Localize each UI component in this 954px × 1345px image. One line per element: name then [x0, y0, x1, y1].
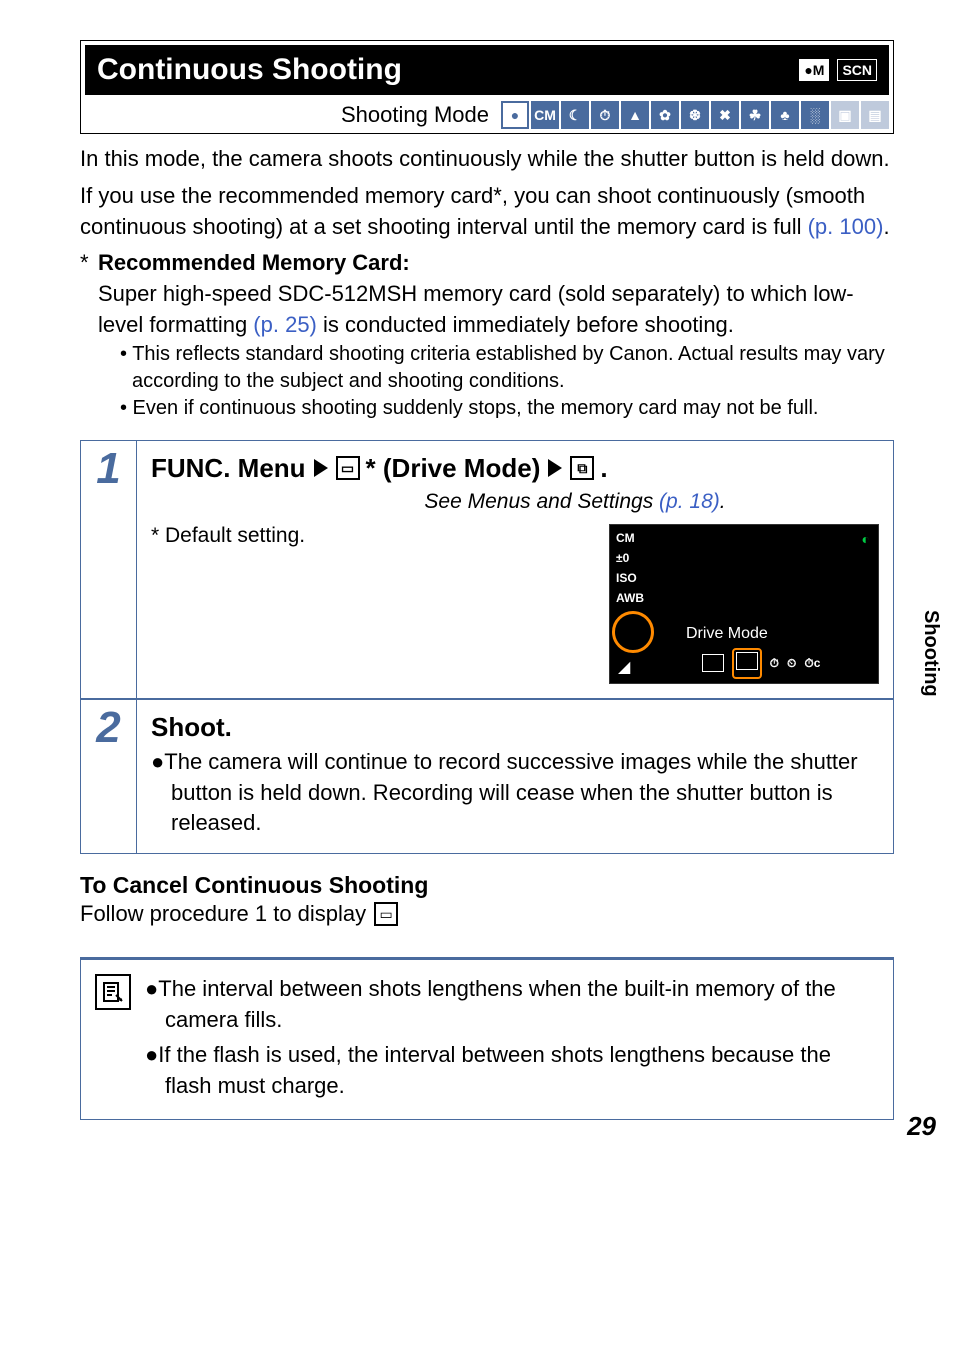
page-ref-100[interactable]: (p. 100)	[808, 214, 884, 239]
timer-2-icon: ⏲	[787, 656, 796, 671]
step-1-heading: FUNC. Menu ▭ * (Drive Mode) ⧉ .	[151, 453, 879, 484]
mode-icon: ⏱	[591, 101, 619, 129]
single-shot-icon: ▭	[374, 902, 398, 926]
cancel-body: Follow procedure 1 to display ▭	[80, 901, 894, 927]
mode-icon: ●	[501, 101, 529, 129]
timer-c-icon: ⏱c	[804, 656, 820, 671]
triangle-icon	[314, 459, 328, 477]
bottom-arrow-icon: ◢	[618, 657, 630, 677]
info-bullets: ●The interval between shots lengthens wh…	[145, 974, 879, 1105]
mode-icon: ░	[801, 101, 829, 129]
shooting-mode-row: Shooting Mode ● CM ☾ ⏱ ▲ ✿ ❆ ✖ ☘ ♣ ░ ▣ ▤	[85, 95, 889, 129]
note-icon	[95, 974, 131, 1010]
badge-om: ●M	[799, 59, 829, 81]
rec-sub-2: • Even if continuous shooting suddenly s…	[98, 395, 894, 422]
heading-part-b: * (Drive Mode)	[366, 453, 541, 484]
shooting-mode-icons: ● CM ☾ ⏱ ▲ ✿ ❆ ✖ ☘ ♣ ░ ▣ ▤	[501, 101, 889, 129]
mode-icon: ▤	[861, 101, 889, 129]
continuous-icon: ⧉	[570, 456, 594, 480]
step-2-body: Shoot. ●The camera will continue to reco…	[137, 700, 893, 853]
timer-icon: ⏱	[770, 656, 779, 671]
page-ref-25[interactable]: (p. 25)	[253, 312, 317, 337]
step-num-cell: 1	[81, 441, 137, 698]
intro-para-1: In this mode, the camera shoots continuo…	[80, 144, 894, 175]
cancel-text: Follow procedure 1 to display	[80, 901, 366, 927]
intro-text-b: .	[883, 214, 889, 239]
heading-part-a: FUNC. Menu	[151, 453, 306, 484]
mode-icon: ▣	[831, 101, 859, 129]
screen-ic: CM	[616, 531, 644, 545]
badge-scn: SCN	[837, 59, 877, 81]
intro-text-a: If you use the recommended memory card*,…	[80, 183, 865, 239]
screen-ic: ISO	[616, 571, 644, 585]
screen-bottom-row: ⏱ ⏲ ⏱c	[650, 648, 872, 679]
recommended-block: * Recommended Memory Card: Super high-sp…	[80, 248, 894, 421]
step-number: 1	[96, 447, 120, 491]
mode-icon: ♣	[771, 101, 799, 129]
step-2: 2 Shoot. ●The camera will continue to re…	[81, 698, 893, 853]
shooting-mode-label: Shooting Mode	[85, 102, 495, 128]
step-1-body: FUNC. Menu ▭ * (Drive Mode) ⧉ . See Menu…	[137, 441, 893, 698]
page-number: 29	[907, 1111, 936, 1142]
intro-para-2: If you use the recommended memory card*,…	[80, 181, 894, 243]
rec-body-b: is conducted immediately before shooting…	[317, 312, 734, 337]
drive-mode-label: Drive Mode	[686, 625, 768, 643]
camera-screen-preview: CM ±0 ISO AWB ◐ ◢ Drive Mode ⏱ ⏲ ⏱c	[609, 524, 879, 684]
step-num-cell: 2	[81, 700, 137, 853]
note-a: See Menus and Settings	[424, 490, 659, 513]
mode-icon: ✿	[651, 101, 679, 129]
page-title: Continuous Shooting	[97, 53, 791, 87]
mode-icon: CM	[531, 101, 559, 129]
drive-option-single	[702, 654, 724, 672]
steps-box: 1 FUNC. Menu ▭ * (Drive Mode) ⧉ . See Me…	[80, 440, 894, 854]
mode-icon: ✖	[711, 101, 739, 129]
heading-part-c: .	[600, 453, 607, 484]
moon-icon: ◐	[862, 531, 870, 547]
step-number: 2	[96, 706, 120, 750]
mode-icon: ▲	[621, 101, 649, 129]
drive-option-continuous	[736, 652, 758, 670]
recommended-heading: Recommended Memory Card:	[98, 248, 894, 279]
title-row: Continuous Shooting ●M SCN	[85, 45, 889, 95]
cancel-heading: To Cancel Continuous Shooting	[80, 872, 894, 899]
default-setting: * Default setting.	[151, 524, 597, 684]
info-bullet-1: ●The interval between shots lengthens wh…	[145, 974, 879, 1036]
recommended-content: Recommended Memory Card: Super high-spee…	[98, 248, 894, 421]
asterisk: *	[80, 248, 98, 421]
screen-ic: ±0	[616, 551, 644, 565]
triangle-icon	[548, 459, 562, 477]
screen-left-col: CM ±0 ISO AWB	[616, 531, 644, 605]
mode-icon: ☘	[741, 101, 769, 129]
recommended-body: Super high-speed SDC-512MSH memory card …	[98, 279, 894, 341]
info-bullet-2: ●If the flash is used, the interval betw…	[145, 1040, 879, 1102]
single-shot-icon: ▭	[336, 456, 360, 480]
side-section-label: Shooting	[919, 610, 942, 697]
step-1: 1 FUNC. Menu ▭ * (Drive Mode) ⧉ . See Me…	[81, 441, 893, 698]
circle-highlight	[612, 611, 654, 653]
drive-option-selected	[732, 648, 762, 679]
step-2-bullet: ●The camera will continue to record succ…	[151, 747, 879, 839]
screen-ic: AWB	[616, 591, 644, 605]
page-ref-18[interactable]: (p. 18)	[659, 490, 720, 513]
rec-sub-1: • This reflects standard shooting criter…	[98, 341, 894, 395]
header-box: Continuous Shooting ●M SCN Shooting Mode…	[80, 40, 894, 134]
step-1-flex: * Default setting. CM ±0 ISO AWB ◐ ◢ Dri…	[151, 524, 879, 684]
info-box: ●The interval between shots lengthens wh…	[80, 957, 894, 1120]
mode-icon: ☾	[561, 101, 589, 129]
mode-icon: ❆	[681, 101, 709, 129]
step-2-heading: Shoot.	[151, 712, 879, 743]
menus-note: See Menus and Settings (p. 18).	[271, 490, 879, 514]
note-b: .	[720, 490, 726, 513]
